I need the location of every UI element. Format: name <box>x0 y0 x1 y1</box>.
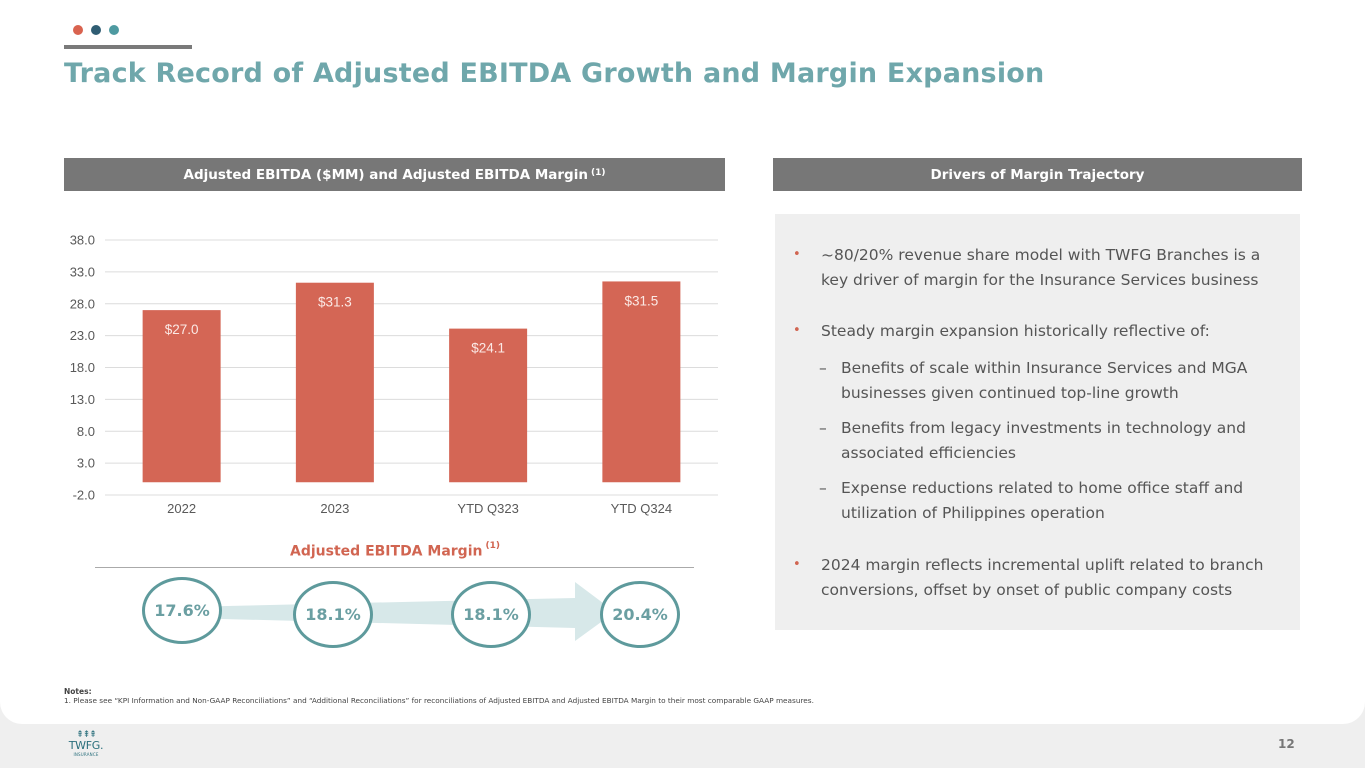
bullet-marker: • <box>793 557 801 572</box>
logo-subtitle: INSURANCE <box>73 752 99 757</box>
y-tick-label: 23.0 <box>70 328 95 343</box>
chart-section-title: Adjusted EBITDA ($MM) and Adjusted EBITD… <box>183 166 588 183</box>
y-tick-label: 3.0 <box>77 456 95 471</box>
y-tick-label: 13.0 <box>70 392 95 407</box>
driver-bullet: • Steady margin expansion historically r… <box>793 319 1291 344</box>
driver-bullet: • 2024 margin reflects incremental uplif… <box>793 553 1291 602</box>
company-logo: ⇞⇞⇞ TWFG. INSURANCE <box>68 730 104 758</box>
sub-bullet-marker: – <box>819 419 827 437</box>
x-tick-label: YTD Q324 <box>611 501 672 516</box>
driver-sub-bullet-text: Benefits of scale within Insurance Servi… <box>841 359 1248 402</box>
tree-icon: ⇞⇞⇞ <box>76 730 97 740</box>
trend-arrow-shape <box>183 582 615 641</box>
page-number: 12 <box>1278 737 1295 751</box>
margin-value-ytd-q323: 18.1% <box>451 581 531 648</box>
accent-dot-coral <box>73 25 83 35</box>
notes-heading: Notes: <box>64 687 92 696</box>
footnote-ref: (1) <box>485 541 500 551</box>
margin-value-ytd-q324: 20.4% <box>600 581 680 648</box>
ebitda-bar-chart: -2.0 3.0 8.0 13.0 18.0 23.0 28.0 33.0 38.0 $27.0… <box>70 233 718 516</box>
sub-bullet-marker: – <box>819 479 827 497</box>
drivers-panel: • ~80/20% revenue share model with TWFG … <box>775 214 1300 630</box>
driver-sub-bullet: – Benefits of scale within Insurance Ser… <box>819 356 1281 405</box>
bar-ytd-q323 <box>449 328 528 483</box>
x-tick-label: 2022 <box>167 501 196 516</box>
driver-sub-bullet: – Expense reductions related to home off… <box>819 476 1281 525</box>
bar-2022 <box>142 310 221 483</box>
x-axis-ticks: 2022 2023 YTD Q323 YTD Q324 <box>167 501 672 516</box>
slide: Track Record of Adjusted EBITDA Growth a… <box>0 0 1365 724</box>
bar-data-label: $27.0 <box>165 322 199 337</box>
y-tick-label: 18.0 <box>70 360 95 375</box>
page-title: Track Record of Adjusted EBITDA Growth a… <box>64 58 1045 89</box>
driver-bullet-text: Steady margin expansion historically ref… <box>821 322 1210 340</box>
accent-dot-navy <box>91 25 101 35</box>
driver-bullet: • ~80/20% revenue share model with TWFG … <box>793 243 1291 292</box>
driver-bullet-text: ~80/20% revenue share model with TWFG Br… <box>821 246 1261 289</box>
bar-data-label: $31.3 <box>318 295 352 310</box>
drivers-section-title: Drivers of Margin Trajectory <box>930 166 1145 183</box>
bars <box>142 281 681 483</box>
footnote-ref: (1) <box>590 167 606 178</box>
bar-data-label: $24.1 <box>471 341 505 356</box>
margin-divider <box>95 567 694 568</box>
title-divider <box>64 45 192 49</box>
margin-title: Adjusted EBITDA Margin (1) <box>95 541 695 560</box>
footnote-1: 1. Please see “KPI Information and Non-G… <box>64 696 814 705</box>
data-labels: $27.0 $31.3 $24.1 $31.5 <box>165 293 659 355</box>
bar-2023 <box>295 282 374 483</box>
x-tick-label: YTD Q323 <box>457 501 518 516</box>
y-tick-label: 28.0 <box>70 296 95 311</box>
margin-title-text: Adjusted EBITDA Margin <box>290 543 483 560</box>
chart-section-header: Adjusted EBITDA ($MM) and Adjusted EBITD… <box>64 158 725 191</box>
footnotes: Notes: 1. Please see “KPI Information an… <box>64 687 814 705</box>
driver-bullet-text: 2024 margin reflects incremental uplift … <box>821 556 1264 599</box>
sub-bullet-marker: – <box>819 359 827 377</box>
drivers-section-header: Drivers of Margin Trajectory <box>773 158 1302 191</box>
bar-data-label: $31.5 <box>624 293 658 308</box>
y-tick-label: 38.0 <box>70 233 95 248</box>
bullet-marker: • <box>793 247 801 262</box>
y-tick-label: -2.0 <box>73 488 95 503</box>
y-tick-label: 8.0 <box>77 424 95 439</box>
driver-sub-bullet-text: Expense reductions related to home offic… <box>841 479 1244 522</box>
driver-sub-bullet-text: Benefits from legacy investments in tech… <box>841 419 1246 462</box>
logo-wordmark: TWFG. <box>68 739 104 752</box>
accent-dot-teal <box>109 25 119 35</box>
margin-value-2022: 17.6% <box>142 577 222 644</box>
y-tick-label: 33.0 <box>70 264 95 279</box>
y-axis-ticks: -2.0 3.0 8.0 13.0 18.0 23.0 28.0 33.0 38.0 <box>70 233 95 503</box>
driver-sub-bullet: – Benefits from legacy investments in te… <box>819 416 1281 465</box>
bar-ytd-q324 <box>602 281 681 483</box>
x-tick-label: 2023 <box>320 501 349 516</box>
margin-value-2023: 18.1% <box>293 581 373 648</box>
bullet-marker: • <box>793 323 801 338</box>
